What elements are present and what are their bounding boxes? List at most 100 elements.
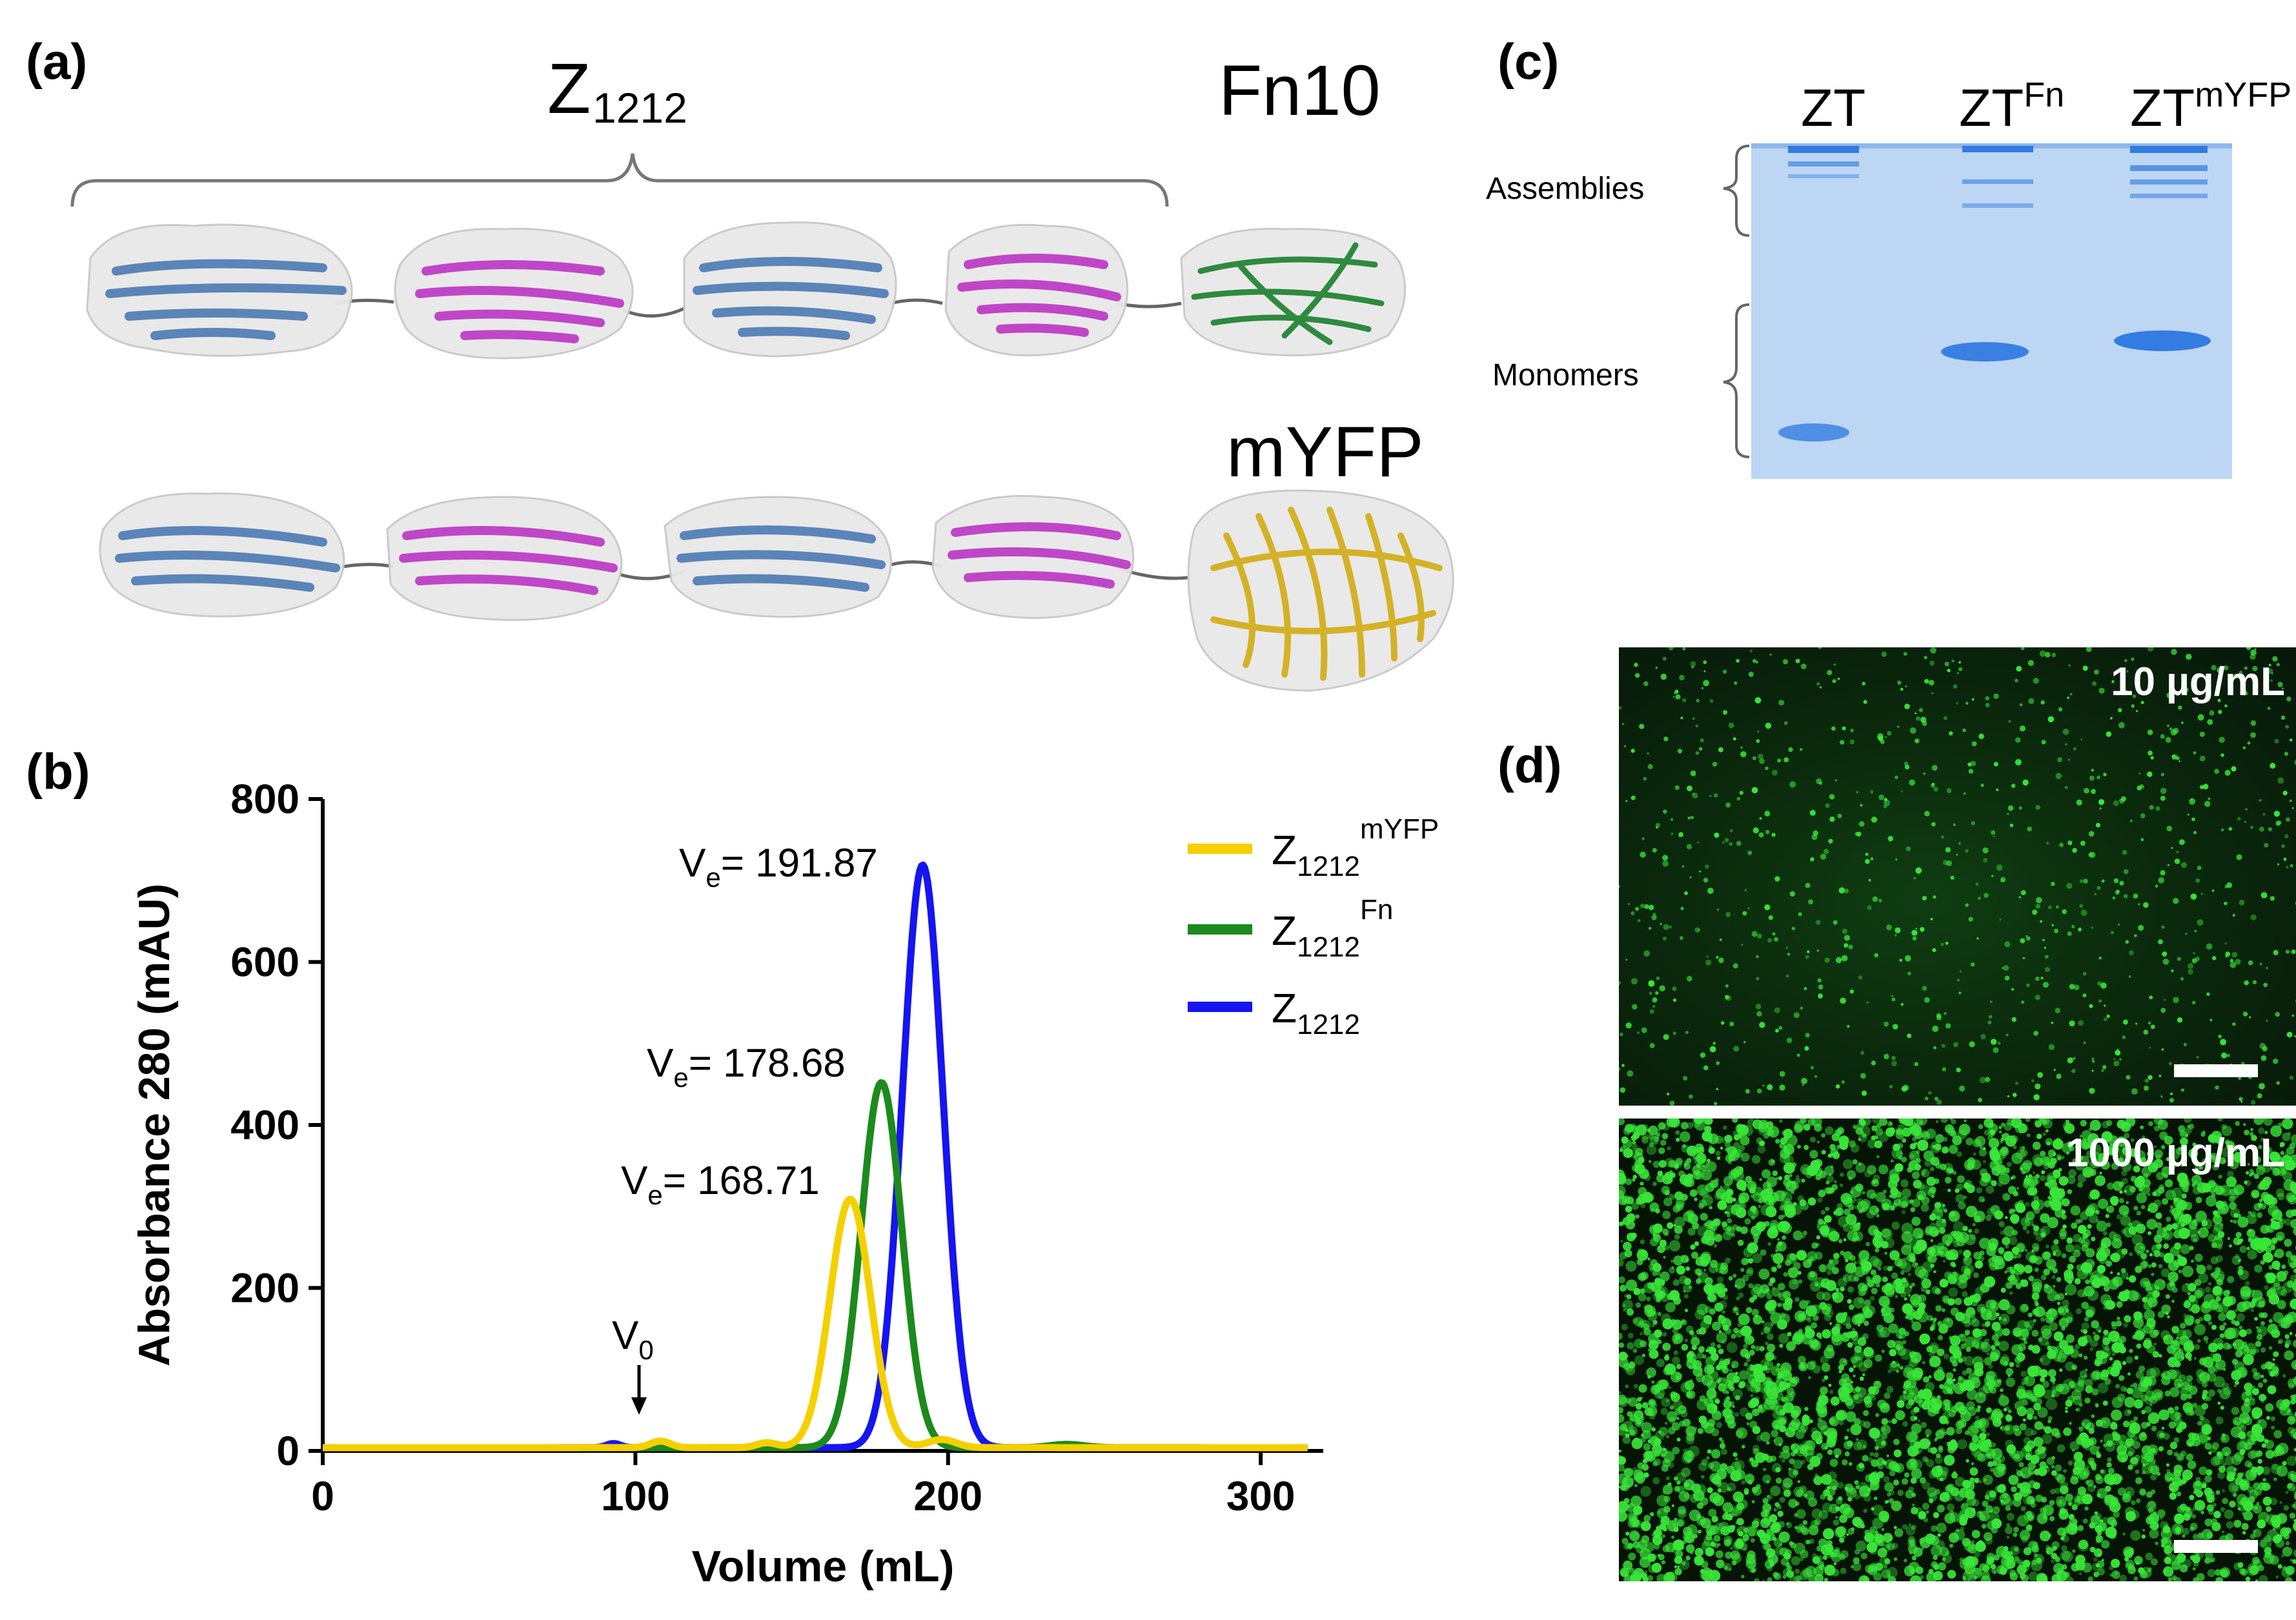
fluorescent-aggregate xyxy=(2221,1446,2231,1457)
fluorescent-aggregate xyxy=(2179,1374,2186,1382)
fluorescent-aggregate xyxy=(1850,1356,1858,1364)
fluorescent-aggregate xyxy=(1780,1362,1792,1374)
fluorescent-particle xyxy=(1820,853,1827,860)
fluorescent-aggregate xyxy=(1802,1231,1807,1236)
fluorescent-particle xyxy=(2275,1011,2280,1017)
fluorescent-particle xyxy=(1778,1026,1783,1030)
fluorescent-particle xyxy=(2284,834,2289,838)
fluorescent-aggregate xyxy=(2107,1457,2112,1463)
fluorescent-aggregate xyxy=(1984,1129,1991,1136)
fluorescent-aggregate xyxy=(1740,1135,1750,1146)
fluorescent-particle xyxy=(2294,1035,2296,1038)
fluorescent-aggregate xyxy=(2005,1505,2011,1511)
fluorescent-aggregate xyxy=(2052,1268,2058,1273)
fluorescent-particle xyxy=(1856,791,1858,793)
fluorescent-aggregate xyxy=(2098,1523,2106,1532)
fluorescent-aggregate xyxy=(1701,1475,1705,1479)
fluorescent-aggregate xyxy=(1974,1551,1980,1557)
fluorescent-aggregate xyxy=(2191,1175,2202,1186)
fluorescent-aggregate xyxy=(1887,1266,1893,1271)
fluorescent-aggregate xyxy=(2118,1157,2124,1164)
fluorescent-aggregate xyxy=(2093,1557,2098,1562)
fluorescent-aggregate xyxy=(1718,1330,1722,1333)
fluorescent-aggregate xyxy=(2111,1321,2117,1326)
fluorescent-particle xyxy=(2217,667,2223,674)
fluorescent-aggregate xyxy=(1818,1538,1827,1548)
fluorescent-particle xyxy=(1916,716,1920,721)
fluorescent-particle xyxy=(1686,785,1692,791)
fluorescent-aggregate xyxy=(2255,1348,2260,1353)
fluorescent-aggregate xyxy=(1905,1526,1916,1536)
fluorescent-particle xyxy=(2139,784,2144,789)
fluorescent-aggregate xyxy=(1632,1348,1638,1353)
fluorescent-aggregate xyxy=(2077,1525,2084,1532)
fluorescent-particle xyxy=(2040,920,2043,923)
z-domain-2-ribbon xyxy=(415,260,624,343)
fluorescent-aggregate xyxy=(2213,1210,2219,1216)
fluorescent-aggregate xyxy=(2131,1500,2136,1506)
fluorescent-aggregate xyxy=(2002,1317,2007,1322)
fluorescent-particle xyxy=(1785,974,1789,978)
fluorescent-aggregate xyxy=(1708,1138,1712,1143)
fluorescent-aggregate xyxy=(1903,1390,1907,1394)
fluorescent-particle xyxy=(2168,1062,2172,1066)
fluorescent-aggregate xyxy=(1671,1504,1674,1508)
fluorescent-aggregate xyxy=(2244,1129,2250,1135)
fluorescent-aggregate xyxy=(2052,1382,2055,1385)
fluorescent-particle xyxy=(1668,647,1674,651)
fluorescent-aggregate xyxy=(2266,1279,2271,1284)
fluorescent-aggregate xyxy=(2159,1432,2165,1438)
fluorescent-aggregate xyxy=(1648,1160,1652,1163)
fluorescent-aggregate xyxy=(1881,1349,1885,1353)
fluorescent-aggregate xyxy=(2215,1296,2221,1302)
y-tick-label: 800 xyxy=(230,776,300,822)
fluorescent-particle xyxy=(2223,902,2226,905)
fluorescent-aggregate xyxy=(1910,1124,1922,1137)
fluorescent-particle xyxy=(2136,710,2139,713)
fluorescent-aggregate xyxy=(1915,1164,1922,1171)
fluorescent-aggregate xyxy=(1991,1442,1996,1448)
fluorescent-aggregate xyxy=(2078,1155,2090,1167)
fluorescent-particle xyxy=(2045,967,2050,973)
fluorescent-aggregate xyxy=(1835,1207,1844,1216)
fluorescent-aggregate xyxy=(2294,1448,2296,1452)
fluorescent-aggregate xyxy=(1711,1449,1721,1459)
fluorescent-aggregate xyxy=(2149,1403,2153,1406)
fluorescent-particle xyxy=(1862,682,1865,685)
fluorescent-aggregate xyxy=(2078,1237,2086,1244)
fluorescent-aggregate xyxy=(1646,1367,1656,1378)
fluorescent-aggregate xyxy=(1673,1255,1683,1266)
fluorescent-aggregate xyxy=(1902,1210,1906,1215)
fluorescent-particle xyxy=(1903,652,1907,656)
fluorescent-particle xyxy=(2167,724,2169,727)
fluorescent-aggregate xyxy=(1706,1456,1710,1460)
fluorescent-aggregate xyxy=(2085,1306,2096,1317)
fluorescent-aggregate xyxy=(2134,1355,2139,1360)
fluorescent-aggregate xyxy=(2117,1444,2128,1455)
fluorescent-aggregate xyxy=(1676,1480,1681,1485)
fluorescent-aggregate xyxy=(1884,1251,1887,1255)
fluorescent-aggregate xyxy=(2266,1506,2271,1512)
fluorescent-aggregate xyxy=(1719,1437,1723,1441)
fluorescent-aggregate xyxy=(2277,1340,2282,1344)
fluorescent-aggregate xyxy=(1938,1445,1944,1451)
fluorescent-aggregate xyxy=(2020,1279,2026,1285)
fluorescent-particle xyxy=(1647,764,1653,769)
fluorescent-aggregate xyxy=(1725,1196,1734,1204)
fluorescent-aggregate xyxy=(2065,1244,2075,1253)
fluorescent-particle xyxy=(1663,736,1669,742)
fluorescent-aggregate xyxy=(1823,1221,1826,1224)
fluorescent-particle xyxy=(2068,664,2071,667)
fluorescent-aggregate xyxy=(1624,1294,1628,1298)
fluorescent-aggregate xyxy=(1913,1416,1918,1421)
fluorescent-aggregate xyxy=(1657,1128,1661,1131)
fluorescent-aggregate xyxy=(1986,1352,1989,1355)
fluorescent-aggregate xyxy=(1619,1357,1629,1368)
fluorescent-aggregate xyxy=(1962,1577,1966,1581)
fluorescent-particle xyxy=(1915,867,1922,874)
fluorescent-aggregate xyxy=(1886,1386,1894,1393)
fluorescent-aggregate xyxy=(1901,1231,1913,1243)
fluorescent-particle xyxy=(2019,725,2026,732)
fluorescent-aggregate xyxy=(1864,1534,1873,1543)
myfp-barrel-ribbon xyxy=(1210,507,1443,681)
